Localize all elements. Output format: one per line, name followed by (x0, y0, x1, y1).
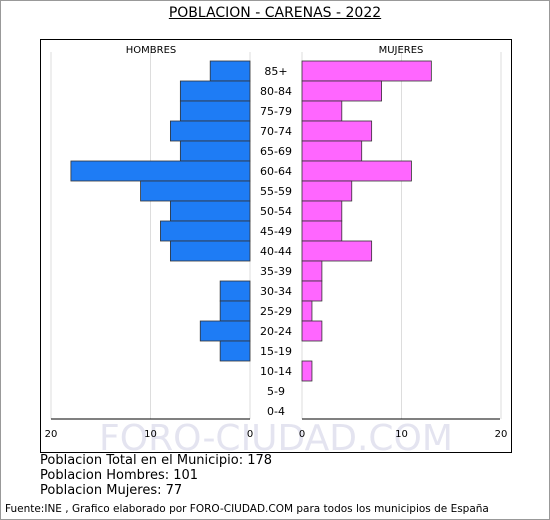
bar-hombres (219, 340, 251, 362)
age-label: 55-59 (260, 185, 292, 198)
bar-hombres (169, 120, 251, 142)
population-pyramid-chart: FORO-CIUDAD.COM HOMBRES MUJERES 85+ 80-84 75-… (45, 45, 508, 452)
bar-hombres (169, 240, 251, 262)
chart-title: POBLACION - CARENAS - 2022 (168, 5, 382, 21)
bar-mujeres (301, 160, 412, 182)
legend-mujeres: MUJERES (379, 45, 424, 56)
age-label: 60-64 (260, 165, 292, 178)
age-label: 65-69 (260, 145, 292, 158)
age-label: 15-19 (260, 345, 292, 358)
bar-mujeres (301, 80, 382, 102)
stat-mujeres: Poblacion Mujeres: 77 (40, 483, 183, 498)
age-label: 30-34 (260, 285, 292, 298)
plot-area: FORO-CIUDAD.COM HOMBRES MUJERES 85+ 80-84 75-… (40, 39, 512, 453)
population-stats: Poblacion Total en el Municipio: 178 Pob… (40, 453, 272, 498)
bar-mujeres (301, 220, 343, 242)
age-label: 80-84 (260, 85, 292, 98)
stat-total: Poblacion Total en el Municipio: 178 (40, 453, 273, 468)
stat-hombres: Poblacion Hombres: 101 (40, 468, 199, 483)
age-label: 70-74 (260, 125, 292, 138)
bar-mujeres (301, 200, 343, 222)
x-tick-label-left: 10 (144, 429, 157, 440)
bar-hombres (179, 140, 251, 162)
age-label: 0-4 (267, 405, 285, 418)
bar-hombres (179, 100, 251, 122)
x-tick-label-right: 10 (395, 429, 408, 440)
watermark-text: FORO-CIUDAD.COM (99, 418, 453, 452)
bar-hombres (199, 320, 251, 342)
bar-mujeres (301, 140, 363, 162)
bar-hombres (179, 80, 251, 102)
bar-hombres (219, 280, 251, 302)
bar-mujeres (301, 360, 313, 382)
bar-hombres (140, 180, 251, 202)
bar-hombres (70, 160, 251, 182)
bar-mujeres (301, 320, 323, 342)
age-label: 75-79 (260, 105, 292, 118)
x-tick-label-left: 20 (45, 429, 58, 440)
bar-mujeres (301, 280, 323, 302)
bar-mujeres (301, 240, 373, 262)
bar-hombres (160, 220, 251, 242)
bar-mujeres (301, 100, 343, 122)
bar-hombres (169, 200, 251, 222)
source-note: Fuente:INE , Grafico elaborado por FORO-… (5, 503, 489, 515)
age-label: 20-24 (260, 325, 292, 338)
bar-mujeres (301, 180, 353, 202)
age-label: 10-14 (260, 365, 292, 378)
age-label: 35-39 (260, 265, 292, 278)
age-label: 40-44 (260, 245, 292, 258)
bar-mujeres (301, 60, 432, 82)
age-label: 85+ (264, 65, 287, 78)
bar-mujeres (301, 260, 323, 282)
x-tick-label-right: 20 (495, 429, 508, 440)
bar-mujeres (301, 120, 373, 142)
bar-hombres (219, 300, 251, 322)
age-label: 25-29 (260, 305, 292, 318)
age-label: 45-49 (260, 225, 292, 238)
x-tick-label-left: 0 (247, 429, 253, 440)
legend-hombres: HOMBRES (126, 45, 177, 56)
age-label: 50-54 (260, 205, 292, 218)
x-tick-label-right: 0 (299, 429, 305, 440)
bar-hombres (209, 60, 251, 82)
bar-mujeres (301, 300, 313, 322)
age-label: 5-9 (267, 385, 285, 398)
